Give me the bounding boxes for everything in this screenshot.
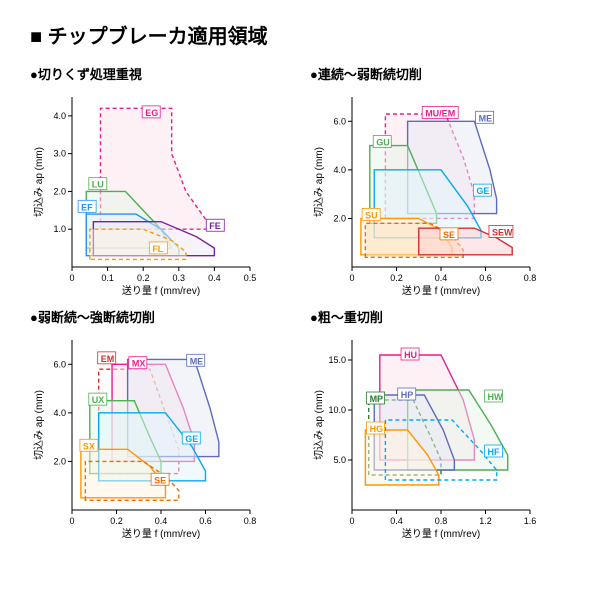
label-GE: GE bbox=[185, 434, 198, 444]
label-SE: SE bbox=[154, 475, 166, 485]
label-UX: UX bbox=[92, 395, 105, 405]
chart-svg: EM MX ME UX GE SX SE 0 0.2 0.4 0.6 0.8 2.0 4.0 6.0 送り量 … bbox=[30, 330, 260, 540]
label-ME: ME bbox=[190, 356, 204, 366]
chart-svg: MU/EM ME GU GE SU SE SEW 0 0.2 0.4 0.6 0.8 2.0 4.0 6.0… bbox=[310, 87, 540, 297]
svg-text:送り量 f (mm/rev): 送り量 f (mm/rev) bbox=[122, 284, 200, 297]
svg-text:切込み ap (mm): 切込み ap (mm) bbox=[313, 147, 325, 217]
label-EF: EF bbox=[81, 202, 93, 212]
label-MP: MP bbox=[370, 394, 384, 404]
svg-text:0.6: 0.6 bbox=[479, 273, 492, 283]
label-SU: SU bbox=[365, 210, 378, 220]
svg-text:0.3: 0.3 bbox=[173, 273, 186, 283]
svg-text:0.8: 0.8 bbox=[435, 516, 448, 526]
svg-text:0: 0 bbox=[69, 516, 74, 526]
svg-text:0.4: 0.4 bbox=[390, 516, 403, 526]
label-HG: HG bbox=[370, 424, 384, 434]
chart-svg: EG LU EF FE FL 0 0.1 0.2 0.3 0.4 0.5 1.0 2.0 3.0 4.0 送り… bbox=[30, 87, 260, 297]
svg-text:0.2: 0.2 bbox=[137, 273, 150, 283]
chart-1: ●連続〜弱断続切削 MU/EM ME GU GE SU SE SEW 0 0.2 0.4 0.6 0.8… bbox=[310, 64, 570, 297]
svg-text:4.0: 4.0 bbox=[53, 111, 66, 121]
svg-text:1.0: 1.0 bbox=[53, 224, 66, 234]
svg-text:0: 0 bbox=[69, 273, 74, 283]
svg-text:0.5: 0.5 bbox=[244, 273, 257, 283]
label-EM: EM bbox=[101, 354, 115, 364]
chart-2: ●弱断続〜強断続切削 EM MX ME UX GE SX SE 0 0.2 0.4 0.6 0.8 2.0… bbox=[30, 307, 290, 540]
svg-text:0: 0 bbox=[349, 273, 354, 283]
label-MX: MX bbox=[132, 359, 146, 369]
svg-text:送り量 f (mm/rev): 送り量 f (mm/rev) bbox=[122, 527, 200, 540]
svg-text:6.0: 6.0 bbox=[333, 116, 346, 126]
chart-svg: HU HW MP HP HG HF 0 0.4 0.8 1.2 1.6 5.0 10.0 15.0 送り量 … bbox=[310, 330, 540, 540]
svg-text:4.0: 4.0 bbox=[333, 165, 346, 175]
chart-title-1: ●連続〜弱断続切削 bbox=[310, 64, 570, 83]
svg-text:0.4: 0.4 bbox=[155, 516, 168, 526]
label-LU: LU bbox=[92, 180, 104, 190]
svg-text:0.4: 0.4 bbox=[435, 273, 448, 283]
label-GU: GU bbox=[376, 138, 390, 148]
svg-text:10.0: 10.0 bbox=[328, 405, 346, 415]
svg-text:5.0: 5.0 bbox=[333, 455, 346, 465]
svg-text:0.2: 0.2 bbox=[390, 273, 403, 283]
svg-text:1.2: 1.2 bbox=[479, 516, 492, 526]
svg-text:0.8: 0.8 bbox=[524, 273, 537, 283]
svg-text:0.4: 0.4 bbox=[208, 273, 221, 283]
main-title: ■ チップブレーカ適用領域 bbox=[30, 20, 570, 49]
svg-text:2.0: 2.0 bbox=[53, 456, 66, 466]
svg-text:0: 0 bbox=[349, 516, 354, 526]
svg-text:4.0: 4.0 bbox=[53, 408, 66, 418]
chart-3: ●粗〜重切削 HU HW MP HP HG HF 0 0.4 0.8 1.2 1.6 5.0 10.0 15… bbox=[310, 307, 570, 540]
label-FL: FL bbox=[152, 244, 163, 254]
charts-grid: ●切りくず処理重視 EG LU EF FE FL 0 0.1 0.2 0.3 0.4 0.5 1.0 2.… bbox=[30, 64, 570, 540]
label-HW: HW bbox=[488, 392, 503, 402]
svg-text:切込み ap (mm): 切込み ap (mm) bbox=[33, 147, 45, 217]
svg-text:6.0: 6.0 bbox=[53, 359, 66, 369]
svg-text:送り量 f (mm/rev): 送り量 f (mm/rev) bbox=[402, 527, 480, 540]
label-SX: SX bbox=[83, 441, 95, 451]
svg-text:0.2: 0.2 bbox=[110, 516, 123, 526]
svg-text:切込み ap (mm): 切込み ap (mm) bbox=[33, 390, 45, 460]
label-FE: FE bbox=[209, 221, 221, 231]
label-MU/EM: MU/EM bbox=[425, 108, 455, 118]
svg-text:3.0: 3.0 bbox=[53, 149, 66, 159]
label-GE: GE bbox=[476, 186, 489, 196]
chart-title-2: ●弱断続〜強断続切削 bbox=[30, 307, 290, 326]
chart-title-0: ●切りくず処理重視 bbox=[30, 64, 290, 83]
label-HP: HP bbox=[401, 390, 414, 400]
svg-text:15.0: 15.0 bbox=[328, 355, 346, 365]
svg-text:送り量 f (mm/rev): 送り量 f (mm/rev) bbox=[402, 284, 480, 297]
label-EG: EG bbox=[145, 108, 158, 118]
label-ME: ME bbox=[479, 113, 493, 123]
svg-text:2.0: 2.0 bbox=[333, 213, 346, 223]
label-SE: SE bbox=[443, 230, 455, 240]
chart-title-3: ●粗〜重切削 bbox=[310, 307, 570, 326]
chart-0: ●切りくず処理重視 EG LU EF FE FL 0 0.1 0.2 0.3 0.4 0.5 1.0 2.… bbox=[30, 64, 290, 297]
label-SEW: SEW bbox=[492, 227, 513, 237]
svg-text:0.1: 0.1 bbox=[101, 273, 114, 283]
svg-text:0.8: 0.8 bbox=[244, 516, 257, 526]
svg-text:0.6: 0.6 bbox=[199, 516, 212, 526]
label-HF: HF bbox=[488, 447, 500, 457]
svg-text:1.6: 1.6 bbox=[524, 516, 537, 526]
label-HU: HU bbox=[404, 350, 417, 360]
svg-text:2.0: 2.0 bbox=[53, 186, 66, 196]
svg-text:切込み ap (mm): 切込み ap (mm) bbox=[313, 390, 325, 460]
